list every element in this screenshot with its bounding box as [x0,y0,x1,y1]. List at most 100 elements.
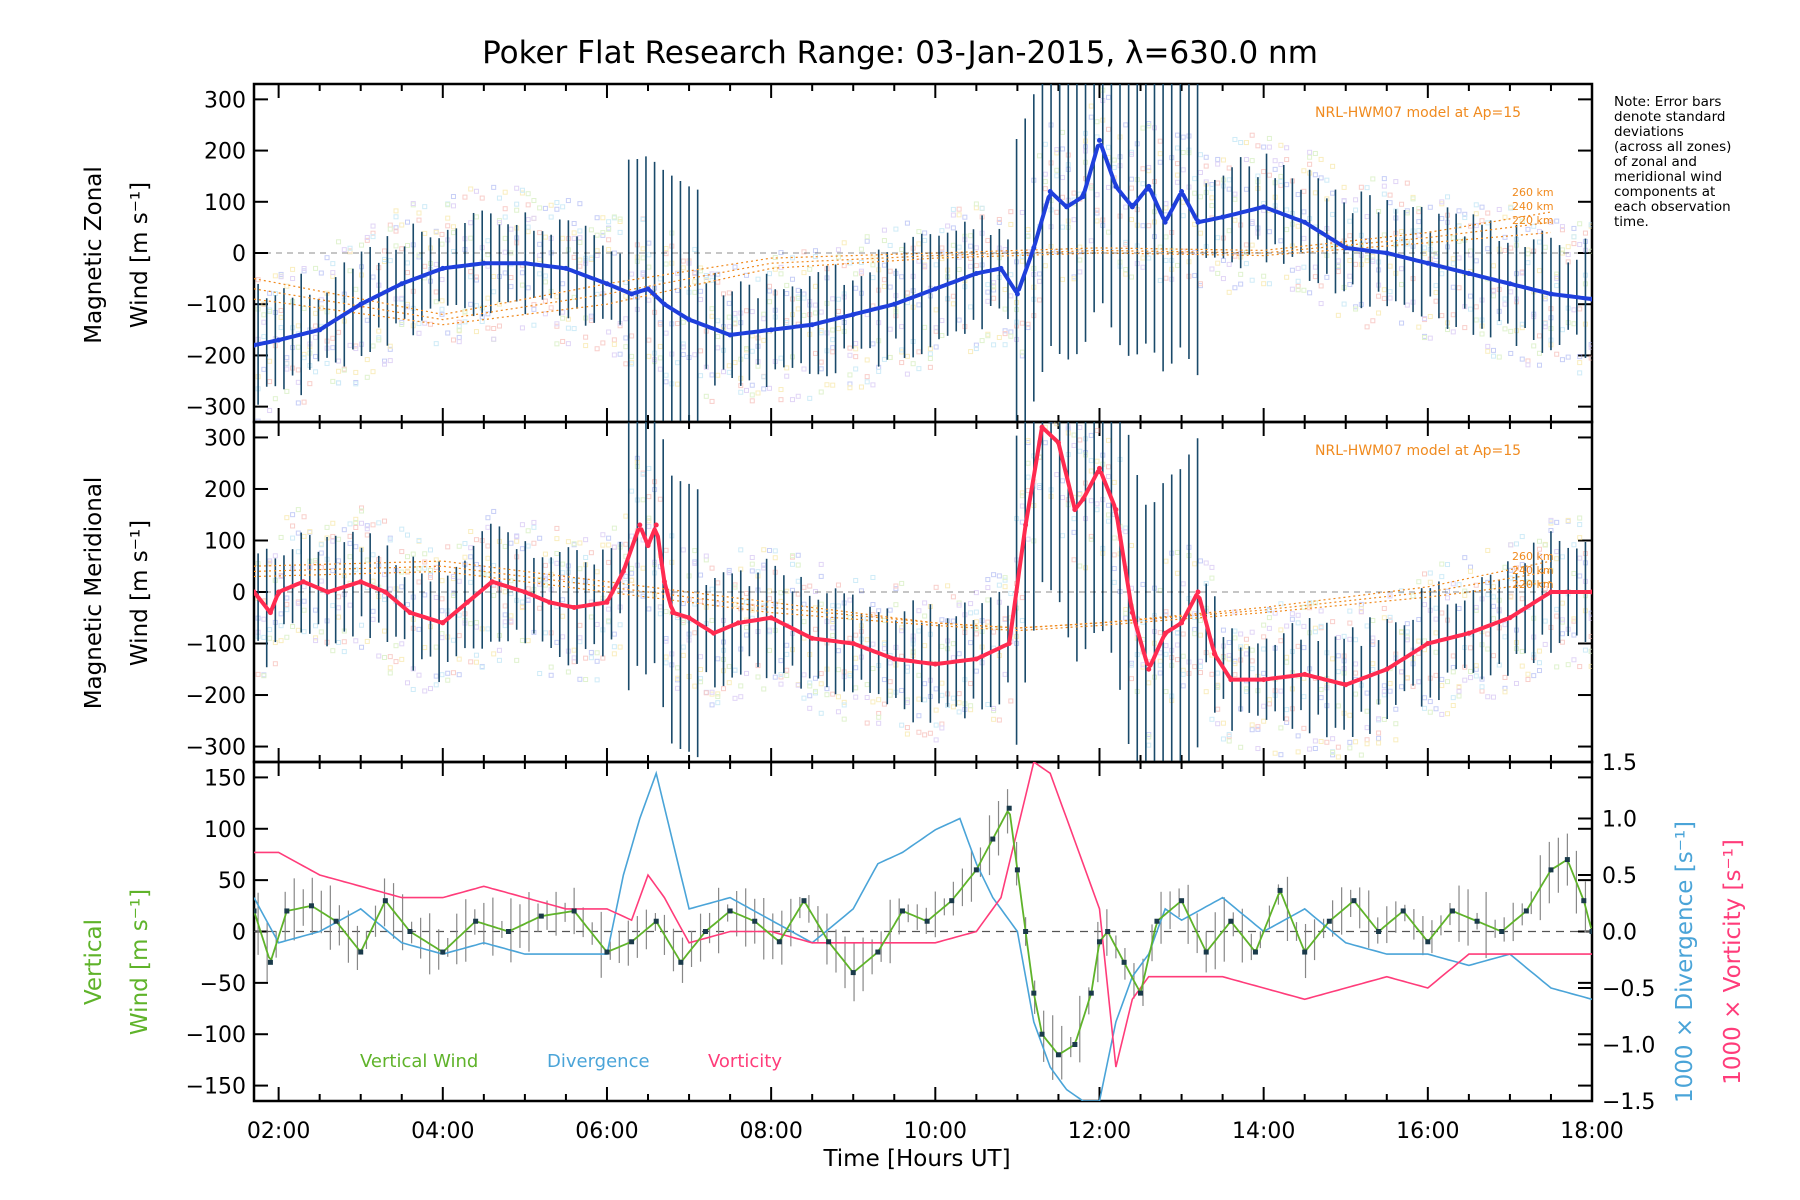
zone-sample-marker [359,508,365,514]
zone-sample-marker [1416,206,1422,212]
y-tick-label: 0 [232,921,246,946]
zone-sample-marker [1542,586,1548,592]
zone-sample-marker [416,210,422,216]
zone-sample-marker [537,535,543,541]
zone-sample-marker [1513,541,1519,547]
zone-sample-marker [1266,615,1272,621]
zone-sample-marker [1180,213,1186,219]
zone-sample-marker [594,621,600,627]
zone-sample-marker [1318,301,1324,307]
zone-sample-marker [1043,395,1047,399]
zone-sample-marker [1422,245,1428,251]
zone-sample-marker [1278,179,1284,185]
zone-sample-marker [1106,502,1112,508]
zone-sample-marker [1249,629,1255,635]
zone-sample-marker [766,627,772,633]
zone-sample-marker [1513,565,1519,571]
zone-sample-marker [1473,673,1479,679]
zone-sample-marker [1157,151,1163,157]
zone-sample-marker [1485,579,1491,585]
zone-sample-marker [916,241,922,247]
zone-sample-marker [485,572,491,578]
zone-sample-marker [726,290,732,296]
zone-sample-marker [784,282,790,288]
zone-sample-marker [1037,483,1043,489]
zone-sample-marker [1284,707,1290,713]
zone-sample-marker [629,488,635,494]
zone-sample-marker [1295,278,1301,284]
zone-sample-marker [1174,132,1180,138]
wind-data-point [399,281,405,287]
zone-sample-marker [1519,321,1525,327]
zone-sample-marker [968,304,974,310]
zone-sample-marker [433,564,439,570]
zone-sample-marker [1404,241,1410,247]
zone-sample-marker [985,619,991,625]
model-curve-240km [254,565,1552,629]
zone-sample-marker [709,306,715,312]
zone-sample-marker [1042,186,1048,192]
zone-sample-marker [1249,277,1255,283]
zone-sample-marker [801,291,807,297]
zone-sample-marker [445,670,451,676]
zone-sample-marker [784,373,790,379]
x-tick-label: 10:00 [904,1119,967,1144]
zone-sample-marker [939,692,945,698]
zone-sample-marker [382,358,388,364]
zone-sample-marker [1456,285,1462,291]
zone-sample-marker [1381,176,1387,182]
x-tick-label: 16:00 [1396,1119,1459,1144]
zone-sample-marker [968,263,974,269]
zone-sample-marker [427,567,433,573]
zone-sample-marker [870,574,876,580]
zone-sample-marker [1278,752,1284,758]
zone-sample-marker [1163,205,1169,211]
zone-sample-marker [1220,736,1226,742]
zone-sample-marker [1157,277,1163,283]
zone-sample-marker [588,614,594,620]
zone-sample-marker [1318,156,1324,162]
zone-sample-marker [1295,283,1301,289]
zone-sample-marker [341,649,347,655]
zone-sample-marker [715,334,721,340]
zone-sample-marker [1364,324,1370,330]
zone-sample-marker [1399,237,1405,243]
vertical-wind-point [1014,867,1020,873]
zone-sample-marker [1358,608,1364,614]
zone-sample-marker [508,540,514,546]
note-line: Note: Error bars [1614,94,1721,110]
zone-sample-marker [709,565,715,571]
zone-sample-marker [1261,169,1267,175]
zone-sample-marker [1215,260,1221,266]
y-tick-label: −300 [186,736,246,761]
zone-sample-marker [933,737,939,743]
zone-sample-marker [1450,703,1456,709]
zone-sample-marker [973,590,979,596]
vertical-wind-point [407,929,413,934]
zone-sample-marker [405,304,411,310]
zone-sample-marker [594,650,600,656]
zone-sample-marker [904,731,910,737]
zone-sample-marker [1479,218,1485,224]
zone-sample-marker [330,520,336,526]
zone-sample-marker [1462,211,1468,217]
zone-sample-marker [422,592,428,598]
zone-sample-marker [1123,615,1129,621]
zone-sample-marker [795,591,801,597]
zone-sample-marker [830,349,836,355]
zone-sample-marker [462,194,468,200]
zone-sample-marker [881,617,887,623]
zone-sample-marker [347,602,353,608]
zone-sample-marker [1456,208,1462,214]
zone-sample-marker [1439,711,1445,717]
zone-sample-marker [399,222,405,228]
zone-sample-marker [1243,686,1249,692]
zone-sample-marker [284,283,290,289]
vertical-wind-point [752,918,758,924]
zone-sample-marker [1399,266,1405,272]
zone-sample-marker [1312,190,1318,196]
zone-sample-marker [313,334,319,340]
zone-sample-marker [1473,304,1479,310]
zone-sample-marker [1289,616,1295,622]
zone-sample-marker [1019,253,1025,259]
